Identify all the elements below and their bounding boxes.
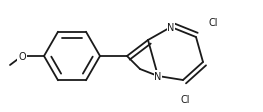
Text: N: N (154, 71, 162, 81)
Text: O: O (18, 52, 26, 61)
Text: Cl: Cl (208, 18, 218, 28)
Text: N: N (167, 23, 175, 33)
Text: Cl: Cl (180, 94, 190, 104)
